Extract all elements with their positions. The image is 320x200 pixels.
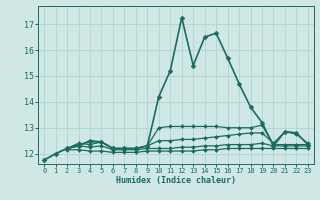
X-axis label: Humidex (Indice chaleur): Humidex (Indice chaleur) (116, 176, 236, 185)
